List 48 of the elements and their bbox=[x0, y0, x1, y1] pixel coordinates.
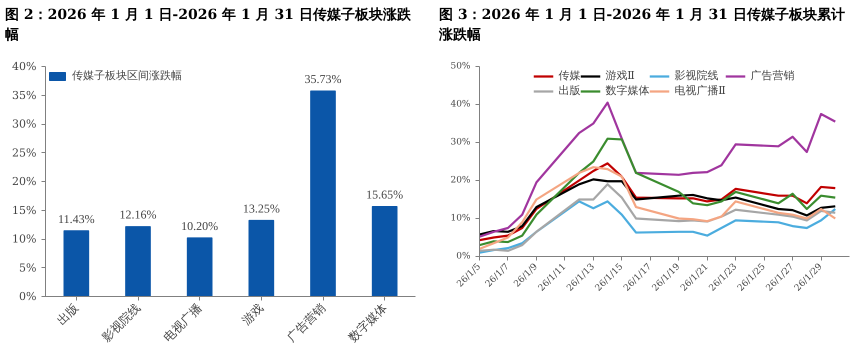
y-tick-label: 10% bbox=[12, 232, 37, 246]
legend-label: 广告营销 bbox=[750, 68, 795, 83]
x-tick-label: 数字媒体 bbox=[346, 300, 390, 344]
y-tick-label: 30% bbox=[12, 118, 37, 130]
data-label: 10.20% bbox=[181, 218, 218, 233]
legend-label: 影视院线 bbox=[674, 68, 718, 83]
x-tick-label: 广告营销 bbox=[284, 300, 328, 344]
data-label: 12.16% bbox=[120, 208, 156, 222]
bar bbox=[310, 90, 336, 296]
legend-label: 出版 bbox=[558, 83, 580, 98]
y-tick-label: 25% bbox=[12, 146, 37, 160]
y-tick-label: 35% bbox=[12, 88, 37, 102]
y-tick-label: 30% bbox=[450, 138, 471, 148]
line-series bbox=[480, 200, 836, 254]
x-tick-label: 游戏 bbox=[239, 300, 266, 328]
y-tick-label: 0% bbox=[456, 252, 471, 262]
line-series bbox=[480, 138, 836, 246]
legend-label: 游戏Ⅱ bbox=[605, 68, 635, 83]
y-tick-label: 10% bbox=[450, 214, 471, 224]
bar bbox=[248, 220, 274, 296]
y-tick-label: 5% bbox=[19, 261, 36, 274]
y-tick-label: 20% bbox=[12, 175, 37, 188]
data-label: 15.65% bbox=[366, 188, 404, 202]
line-series bbox=[480, 102, 836, 238]
y-tick-label: 0% bbox=[19, 290, 36, 303]
y-tick-label: 50% bbox=[450, 62, 471, 72]
legend-label: 传媒子板块区间涨跌幅 bbox=[72, 68, 182, 83]
bar bbox=[372, 206, 398, 296]
data-label: 11.43% bbox=[58, 212, 95, 226]
x-tick-label: 电视广播 bbox=[160, 300, 205, 344]
bar bbox=[186, 237, 212, 296]
x-tick-label: 影视院线 bbox=[99, 300, 143, 344]
bar bbox=[64, 230, 90, 296]
y-tick-label: 20% bbox=[450, 176, 471, 186]
line-series bbox=[480, 183, 836, 252]
y-tick-label: 40% bbox=[12, 60, 37, 73]
chart-title: 图 2：2026 年 1 月 1 日-2026 年 1 月 31 日传媒子板块涨跌幅 bbox=[5, 6, 412, 45]
chart-title: 图 3：2026 年 1 月 1 日-2026 年 1 月 31 日传媒子板块累计涨跌幅 bbox=[439, 6, 846, 45]
legend-label: 传媒 bbox=[558, 68, 580, 83]
line-series bbox=[480, 178, 836, 236]
bar bbox=[125, 226, 151, 296]
x-tick-label: 出版 bbox=[54, 300, 82, 328]
legend-label: 数字媒体 bbox=[605, 83, 650, 98]
data-label: 35.73% bbox=[304, 72, 342, 86]
legend-label: 电视广播Ⅱ bbox=[674, 83, 726, 98]
data-label: 13.25% bbox=[242, 201, 280, 216]
y-tick-label: 40% bbox=[450, 100, 471, 110]
y-tick-label: 15% bbox=[12, 204, 37, 217]
